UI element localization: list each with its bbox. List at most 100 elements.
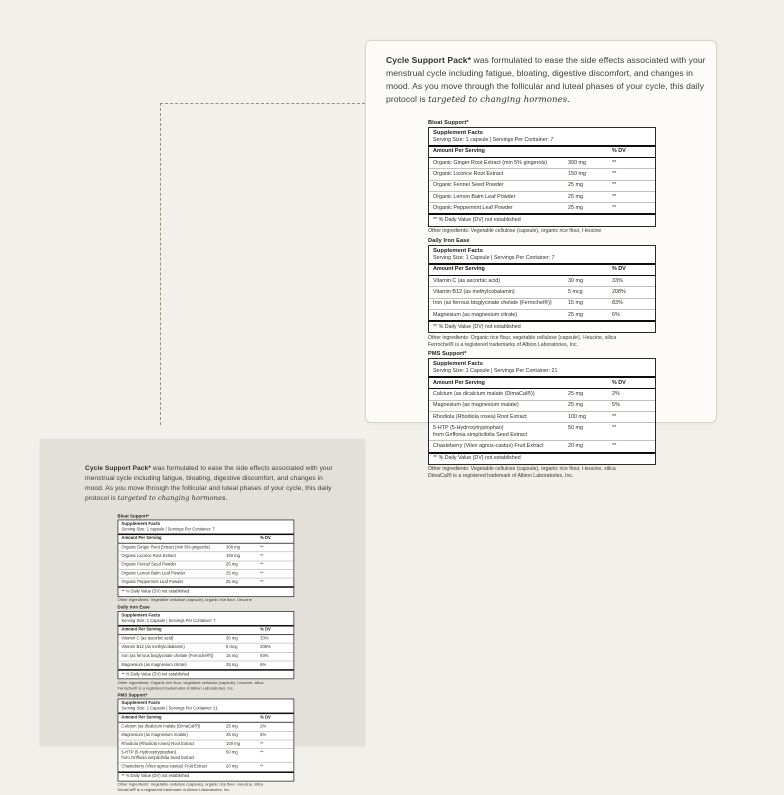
amount-header-row: Amount Per Serving % DV bbox=[429, 376, 655, 390]
ingredient-name: Rhodiola (Rhodiola rosea) Root Extract bbox=[433, 414, 568, 421]
serving-size-line: Serving Size: 1 Capsule | Servings Per C… bbox=[121, 706, 218, 711]
other-ingredients-text: Other ingredients: Vegetable cellulose (… bbox=[428, 228, 602, 235]
ingredient-name: Organic Fennel Seed Powder bbox=[121, 562, 226, 567]
ingredient-row: Magnesium (as magnesium citrate) 25 mg 6% bbox=[118, 660, 294, 670]
amount-header-row: Amount Per Serving % DV bbox=[429, 144, 655, 159]
ingredient-row: Vitamin B12 (as methylcobalamin) 5 mcg 208… bbox=[118, 643, 294, 652]
supplement-label-detail: Cycle Support Pack* was formulated to ea… bbox=[386, 54, 707, 483]
facts-header: Supplement Facts Serving Size: 1 capsule … bbox=[429, 128, 655, 145]
ingredient-name-line1: Magnesium (as magnesium citrate) bbox=[433, 311, 518, 318]
ingredient-name: Organic Peppermint Leaf Powder bbox=[433, 205, 568, 212]
dv-footnote-row: ** % Daily Value (DV) not established bbox=[429, 213, 655, 225]
facts-tables: Bloat Support* Supplement Facts Serving Si… bbox=[117, 514, 295, 793]
panel-title: Daily Iron Ease bbox=[117, 605, 150, 611]
ingredient-dv: ** bbox=[260, 571, 264, 576]
ingredient-dv: ** bbox=[612, 204, 617, 211]
ingredient-row: Iron (as ferrous bisglycinate chelate (F… bbox=[118, 651, 294, 661]
ingredient-name-line1: Vitamin C (as ascorbic acid) bbox=[433, 277, 501, 284]
ingredient-dv: 33% bbox=[612, 277, 623, 284]
ingredient-name: Vitamin C (as ascorbic acid) bbox=[121, 636, 226, 641]
serving-size-line: Serving Size: 1 capsule | Servings Per C… bbox=[121, 527, 215, 532]
supplement-facts-box: Supplement Facts Serving Size: 1 Capsule … bbox=[117, 610, 295, 680]
supplement-panel: Bloat Support* Supplement Facts Serving Si… bbox=[428, 120, 656, 235]
ingredient-row: Chasteberry (Vitex agnus-castus) Fruit E… bbox=[118, 762, 294, 772]
amount-header-row: Amount Per Serving % DV bbox=[118, 624, 294, 636]
panel-title: Bloat Support* bbox=[428, 120, 469, 126]
amount-header-row: Amount Per Serving % DV bbox=[429, 262, 655, 277]
ingredient-name-line1: Organic Ginger Root Extract (min 5% ging… bbox=[121, 544, 210, 550]
ingredient-row: Rhodiola (Rhodiola rosea) Root Extract 10… bbox=[429, 411, 655, 422]
ingredient-dv: ** bbox=[260, 750, 264, 756]
ingredient-dv: ** bbox=[612, 182, 617, 189]
ingredient-name: Vitamin C (as ascorbic acid) bbox=[433, 278, 568, 285]
ingredient-amount: 30 mg bbox=[568, 277, 583, 284]
ingredient-row: Magnesium (as magnesium malate) 25 mg 5% bbox=[118, 730, 294, 740]
ingredient-row: 5-HTP (5-Hydroxytryptophan) from Griffoni… bbox=[429, 422, 655, 440]
ingredient-name: Organic Ginger Root Extract (min 5% ging… bbox=[433, 160, 568, 167]
ingredient-amount: 30 mg bbox=[226, 636, 238, 642]
dv-header: % DV bbox=[260, 715, 271, 721]
panel-title: Bloat Support* bbox=[117, 514, 149, 519]
ingredient-name: Iron (as ferrous bisglycinate chelate (F… bbox=[121, 654, 226, 659]
facts-header: Supplement Facts Serving Size: 1 Capsule … bbox=[429, 246, 655, 263]
ingredient-name: Calcium (as dicalcium malate (DimaCal®)) bbox=[433, 391, 568, 398]
intro-paragraph: Cycle Support Pack* was formulated to ea… bbox=[85, 463, 334, 504]
ingredient-amount: 25 mg bbox=[226, 733, 238, 738]
ingredient-name: Organic Licorice Root Extract bbox=[433, 171, 568, 178]
ingredient-dv: ** bbox=[260, 579, 264, 585]
facts-header: Supplement Facts Serving Size: 1 Capsule … bbox=[118, 612, 293, 625]
facts-title: Supplement Facts bbox=[121, 521, 161, 527]
ingredient-row: Organic Licorice Root Extract 150 mg ** bbox=[118, 551, 294, 561]
ingredient-name: Chasteberry (Vitex agnus-castus) Fruit E… bbox=[433, 443, 568, 450]
ingredient-row: Chasteberry (Vitex agnus-castus) Fruit E… bbox=[429, 440, 655, 451]
ingredient-dv: 2% bbox=[260, 724, 267, 729]
ingredient-row: Organic Peppermint Leaf Powder 25 mg ** bbox=[118, 577, 294, 587]
ingredient-name-line1: Vitamin C (as ascorbic acid) bbox=[121, 636, 174, 642]
ingredient-dv: ** bbox=[612, 424, 617, 431]
other-ingredients-text: Other ingredients: Organic rice flour, v… bbox=[428, 334, 617, 341]
ingredient-dv: 33% bbox=[260, 636, 269, 642]
other-ingredients: Other ingredients: Vegetable cellulose (… bbox=[118, 598, 295, 603]
ingredient-amount: 300 mg bbox=[226, 544, 240, 550]
other-ingredients-text: Other ingredients: Organic rice flour, v… bbox=[117, 680, 264, 686]
dv-footnote-text: ** % Daily Value (DV) not established bbox=[433, 217, 521, 224]
ingredient-name-line1: Chasteberry (Vitex agnus-castus) Fruit E… bbox=[433, 443, 544, 450]
ingredient-dv: ** bbox=[612, 171, 617, 178]
ingredient-row: Vitamin B12 (as methylcobalamin) 5 mcg 208… bbox=[429, 286, 655, 297]
ingredient-row: Organic Lemon Balm Leaf Powder 25 mg ** bbox=[429, 190, 655, 202]
ingredient-amount: 25 mg bbox=[568, 204, 583, 211]
ingredient-name: Rhodiola (Rhodiola rosea) Root Extract bbox=[121, 742, 226, 747]
ingredient-row: Magnesium (as magnesium malate) 25 mg 5% bbox=[429, 399, 655, 411]
supplement-panel: Daily Iron Ease Supplement Facts Serving S… bbox=[117, 605, 295, 692]
facts-title: Supplement Facts bbox=[121, 701, 161, 706]
facts-title: Supplement Facts bbox=[433, 247, 483, 254]
dv-header: % DV bbox=[612, 266, 626, 273]
ingredient-name-line1: Calcium (as dicalcium malate (DimaCal®)) bbox=[121, 724, 201, 729]
ingredient-name-line1: Calcium (as dicalcium malate (DimaCal®)) bbox=[433, 391, 535, 398]
ingredient-row: Calcium (as dicalcium malate (DimaCal®))… bbox=[118, 723, 293, 731]
facts-header: Supplement Facts Serving Size: 1 Capsule … bbox=[118, 700, 293, 713]
dv-footnote-text: ** % Daily Value (DV) not established bbox=[433, 323, 521, 330]
serving-size-line: Serving Size: 1 Capsule | Servings Per C… bbox=[433, 254, 555, 261]
ingredient-name: 5-HTP (5-Hydroxytryptophan) from Griffoni… bbox=[433, 425, 568, 439]
ingredient-row: Organic Fennel Seed Powder 25 mg ** bbox=[118, 560, 294, 569]
ingredient-dv: ** bbox=[260, 764, 264, 770]
ingredient-amount: 5 mcg bbox=[226, 645, 238, 650]
panel-title: PMS Support* bbox=[428, 351, 467, 358]
ingredient-amount: 25 mg bbox=[226, 562, 238, 568]
ingredient-amount: 25 mg bbox=[226, 724, 238, 729]
ingredient-amount: 15 mg bbox=[226, 653, 238, 659]
trademark-note: DimaCal® is a registered trademark of Al… bbox=[428, 473, 574, 480]
supplement-label: Cycle Support Pack* was formulated to ea… bbox=[85, 463, 334, 793]
other-ingredients: Other ingredients: Organic rice flour, v… bbox=[118, 681, 295, 691]
ingredient-name-line1: Rhodiola (Rhodiola rosea) Root Extract bbox=[433, 413, 527, 420]
amount-per-serving-label: Amount Per Serving bbox=[121, 715, 162, 721]
ingredient-name-line1: Organic Peppermint Leaf Powder bbox=[433, 204, 513, 211]
ingredient-name-line1: Magnesium (as magnesium malate) bbox=[121, 733, 188, 738]
ingredient-name: Vitamin B12 (as methylcobalamin) bbox=[433, 289, 568, 296]
ingredient-row: Organic Peppermint Leaf Powder 25 mg ** bbox=[429, 202, 655, 213]
product-name: Cycle Support Pack* bbox=[386, 55, 472, 65]
intro-emphasis: targeted to changing hormones. bbox=[428, 95, 570, 105]
supplement-label: Cycle Support Pack* was formulated to ea… bbox=[386, 54, 707, 480]
ingredient-amount: 25 mg bbox=[226, 662, 238, 668]
